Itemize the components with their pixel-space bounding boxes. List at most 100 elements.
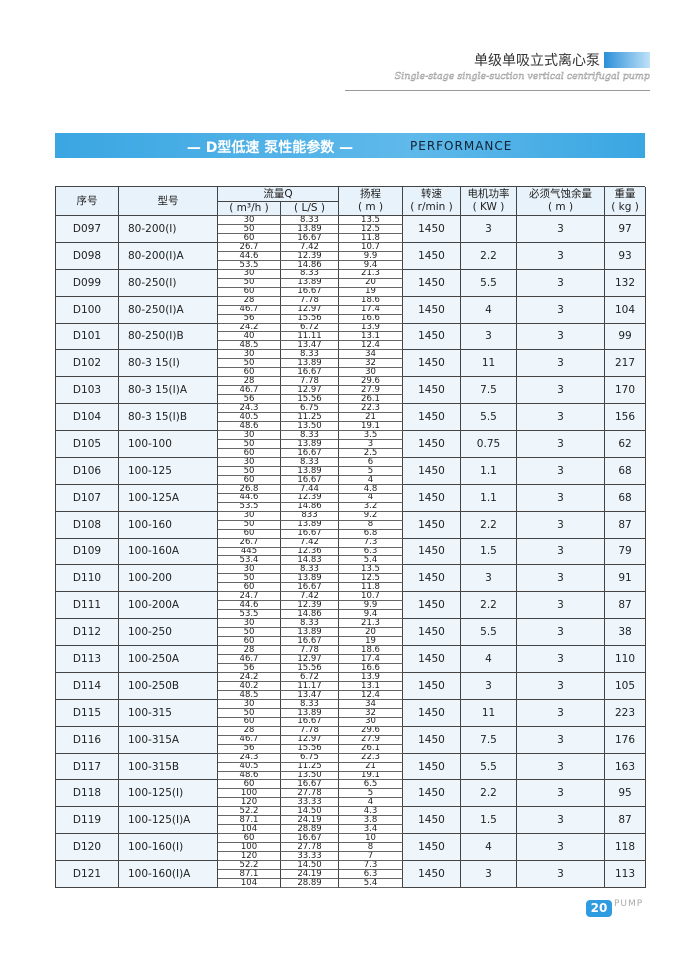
- flow-ls: 33.33: [281, 852, 339, 862]
- speed-text: 1450: [418, 411, 445, 424]
- flow-m3h: 50: [218, 520, 281, 530]
- head-text: 6.8: [363, 529, 378, 539]
- head: 32: [339, 708, 403, 718]
- flow-m3h-text: 26.8: [239, 484, 259, 494]
- npsh: 3: [517, 538, 605, 566]
- flow-ls: 15.56: [281, 664, 339, 673]
- flow-ls-text: 7.44: [300, 484, 319, 494]
- head: 3.4: [339, 825, 403, 835]
- head: 4: [339, 798, 403, 808]
- flow-m3h-text: 30: [243, 565, 255, 575]
- head-text: 3: [367, 440, 374, 449]
- flow-m3h-text: 28: [243, 296, 255, 306]
- power-text: 3: [485, 222, 492, 235]
- weight-text: 110: [614, 653, 636, 666]
- header-flow-m3h: ( m³/h ): [218, 202, 281, 216]
- row-id: D120: [56, 834, 119, 862]
- head: 5: [339, 789, 403, 799]
- weight-text: 68: [618, 491, 632, 504]
- weight: 87: [605, 592, 646, 620]
- speed: 1450: [403, 431, 461, 458]
- flow-ls-text: 13.89: [297, 359, 322, 369]
- header-weight-text: ( kg ): [611, 201, 639, 213]
- head-text: 27.9: [361, 386, 380, 395]
- npsh: 3: [517, 592, 605, 620]
- flow-ls-text: 8.33: [300, 269, 319, 279]
- flow-ls-text: 7.78: [300, 646, 319, 655]
- head: 13.1: [339, 332, 403, 342]
- npsh-text: 3: [557, 733, 564, 746]
- head-text: 8: [367, 843, 374, 852]
- flow-m3h-text: 87.1: [239, 870, 259, 879]
- head: 10: [339, 834, 403, 844]
- speed-text: 1450: [418, 868, 445, 881]
- flow-ls-text: 14.50: [297, 807, 322, 817]
- flow-m3h-text: 24.2: [239, 672, 259, 682]
- power: 7.5: [461, 377, 517, 405]
- flow-m3h-text: 104: [240, 879, 258, 888]
- power-text: 1.1: [480, 491, 497, 504]
- flow-m3h: 60: [218, 475, 281, 485]
- row-model-text: 100-160(I): [128, 841, 184, 854]
- flow-ls: 8.33: [281, 699, 339, 709]
- flow-ls: 14.83: [281, 556, 339, 566]
- weight: 38: [605, 619, 646, 647]
- flow-m3h: 48.6: [218, 422, 281, 432]
- row-id: D117: [56, 753, 119, 781]
- flow-ls-text: 14.86: [297, 610, 322, 619]
- header-npsh-text: 必须气蚀余量: [529, 188, 592, 201]
- flow-ls-text: 833: [301, 511, 318, 521]
- speed-text: 1450: [418, 545, 445, 558]
- flow-m3h: 60: [218, 529, 281, 539]
- flow-ls-text: 7.78: [300, 296, 319, 306]
- weight-text: 99: [618, 330, 632, 343]
- flow-m3h: 60: [218, 368, 281, 378]
- head: 12.4: [339, 690, 403, 700]
- row-model: 100-200: [119, 565, 218, 593]
- power: 1.5: [461, 538, 517, 566]
- head-text: 22.3: [361, 404, 380, 413]
- weight: 176: [605, 726, 646, 754]
- flow-ls: 24.19: [281, 870, 339, 880]
- speed-text: 1450: [418, 814, 445, 827]
- flow-ls: 12.97: [281, 655, 339, 664]
- head-text: 6.5: [363, 780, 378, 790]
- weight: 87: [605, 807, 646, 835]
- flow-ls: 13.89: [281, 520, 339, 530]
- head-text: 2.5: [363, 448, 378, 458]
- flow-ls: 6.72: [281, 323, 339, 333]
- speed: 1450: [403, 242, 461, 270]
- speed: 1450: [403, 672, 461, 700]
- head: 4.8: [339, 484, 403, 494]
- flow-ls-text: 27.78: [297, 789, 322, 799]
- weight-text: 79: [618, 545, 632, 558]
- flow-m3h: 60: [218, 780, 281, 790]
- row-model-text: 100-200: [128, 572, 172, 585]
- flow-m3h: 50: [218, 224, 281, 234]
- weight-text: 170: [614, 384, 636, 397]
- flow-ls: 12.36: [281, 547, 339, 557]
- flow-ls: 13.89: [281, 224, 339, 234]
- head: 30: [339, 368, 403, 378]
- flow-m3h: 50: [218, 359, 281, 369]
- head: 32: [339, 359, 403, 369]
- flow-ls: 6.72: [281, 672, 339, 682]
- head: 4: [339, 475, 403, 485]
- row-model-text: 100-100: [128, 437, 172, 450]
- flow-ls-text: 13.89: [297, 628, 322, 637]
- head-text: 4: [367, 475, 374, 485]
- head: 19: [339, 637, 403, 647]
- performance-table: 序号 型号 流量Q( m³/h )( L/S ) 扬程( m ) 转速( r/min )…: [55, 186, 646, 888]
- flow-ls-text: 14.50: [297, 861, 322, 870]
- flow-m3h-text: 445: [240, 547, 258, 557]
- row-id-text: D099: [72, 276, 102, 289]
- flow-m3h: 50: [218, 466, 281, 476]
- flow-ls-text: 11.25: [297, 413, 322, 422]
- flow-ls-text: 28.89: [297, 825, 322, 834]
- flow-ls-text: 27.78: [297, 843, 322, 852]
- flow-m3h-text: 87.1: [239, 816, 259, 826]
- row-id-text: D102: [72, 357, 102, 370]
- weight: 68: [605, 457, 646, 485]
- head: 12.4: [339, 341, 403, 351]
- flow-ls: 13.50: [281, 771, 339, 781]
